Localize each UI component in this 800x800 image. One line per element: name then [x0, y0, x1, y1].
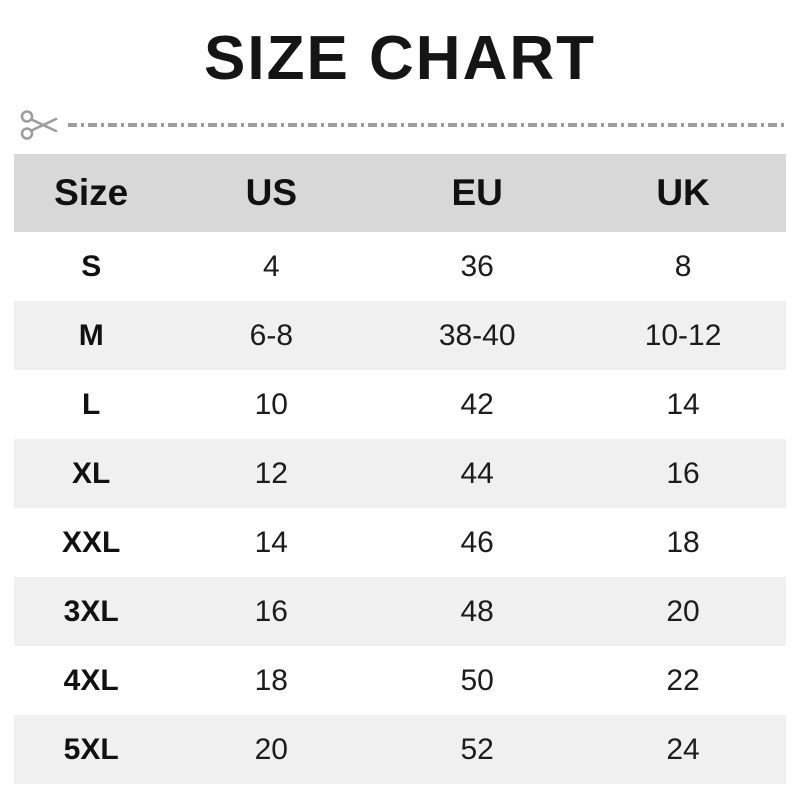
eu-cell: 50: [460, 663, 494, 697]
eu-cell: 36: [460, 249, 494, 283]
table-row: 5XL 20 52 24: [14, 715, 786, 784]
size-cell: XXL: [62, 525, 121, 559]
uk-cell: 24: [666, 732, 700, 766]
us-cell: 14: [254, 525, 288, 559]
eu-cell: 52: [460, 732, 494, 766]
table-row: 3XL 16 48 20: [14, 577, 786, 646]
table-row: S 4 36 8: [14, 232, 786, 301]
uk-cell: 10-12: [644, 318, 722, 352]
us-cell: 10: [254, 387, 288, 421]
table-row: XXL 14 46 18: [14, 508, 786, 577]
scissors-icon: [20, 110, 58, 140]
column-header-us: US: [168, 154, 375, 232]
uk-cell: 8: [674, 249, 692, 283]
us-cell: 20: [254, 732, 288, 766]
column-header-uk: UK: [580, 154, 786, 232]
us-cell: 6-8: [249, 318, 293, 352]
us-cell: 4: [262, 249, 280, 283]
size-cell: L: [82, 387, 101, 421]
table-row: 4XL 18 50 22: [14, 646, 786, 715]
eu-cell: 42: [460, 387, 494, 421]
uk-cell: 16: [666, 456, 700, 490]
eu-cell: 44: [460, 456, 494, 490]
uk-cell: 14: [666, 387, 700, 421]
size-cell: 3XL: [63, 594, 119, 628]
us-cell: 18: [254, 663, 288, 697]
column-header-size: Size: [14, 154, 169, 232]
table-row: L 10 42 14: [14, 370, 786, 439]
column-header-eu: EU: [374, 154, 581, 232]
eu-cell: 48: [460, 594, 494, 628]
size-cell: 5XL: [63, 732, 119, 766]
size-cell: 4XL: [63, 663, 119, 697]
uk-cell: 22: [666, 663, 700, 697]
us-cell: 12: [254, 456, 288, 490]
uk-cell: 20: [666, 594, 700, 628]
table-row: XL 12 44 16: [14, 439, 786, 508]
table-body: S 4 36 8 M 6-8 38-40 10-12 L 10 42 14 XL…: [14, 232, 786, 784]
us-cell: 16: [254, 594, 288, 628]
size-cell: S: [81, 249, 102, 283]
table-header-row: Size US EU UK: [14, 154, 786, 232]
table-row: M 6-8 38-40 10-12: [14, 301, 786, 370]
page-title: SIZE CHART: [204, 24, 596, 93]
size-cell: XL: [72, 456, 111, 490]
eu-cell: 46: [460, 525, 494, 559]
eu-cell: 38-40: [438, 318, 516, 352]
cut-line: [20, 106, 786, 144]
uk-cell: 18: [666, 525, 700, 559]
size-chart-table: Size US EU UK S 4 36 8 M 6-8 38-40 10-12…: [14, 154, 786, 784]
dashed-cut-line: [68, 123, 786, 127]
size-cell: M: [78, 318, 104, 352]
